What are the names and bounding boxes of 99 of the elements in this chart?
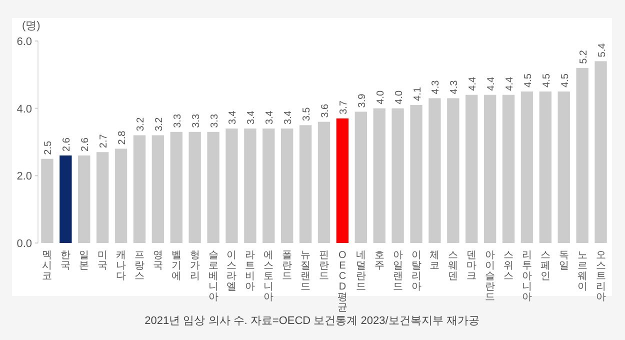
data-label: 4.5 xyxy=(522,73,534,88)
x-tick-label: 리투아니아 xyxy=(522,250,532,303)
x-tick-label: 폴란드 xyxy=(282,250,292,282)
data-label: 3.4 xyxy=(228,110,239,125)
data-label: 2.6 xyxy=(80,137,92,152)
x-tick-label: 이스라엘 xyxy=(226,250,237,292)
data-label: 2.5 xyxy=(43,140,54,155)
data-label: 2.7 xyxy=(98,134,110,148)
data-label: 4.3 xyxy=(430,80,442,94)
x-tick-label: 스웨덴 xyxy=(448,250,458,282)
bar xyxy=(520,92,534,243)
bar xyxy=(594,61,607,243)
bar xyxy=(336,118,349,243)
data-label: 4.0 xyxy=(375,90,386,104)
bar xyxy=(133,135,146,243)
data-label: 4.5 xyxy=(560,73,571,88)
data-label: 3.5 xyxy=(302,106,313,122)
bar xyxy=(558,92,570,243)
x-tick-label: 아이슬란드 xyxy=(485,250,496,303)
x-tick-label: 체코 xyxy=(430,250,440,272)
bar xyxy=(576,68,588,243)
data-label: 3.3 xyxy=(172,114,184,128)
x-tick-label: OECD평균 xyxy=(337,250,348,314)
bar xyxy=(318,122,330,243)
x-tick-label: 스위스 xyxy=(504,250,514,282)
bar xyxy=(354,112,367,243)
x-tick-label: 아일랜드 xyxy=(392,250,403,292)
x-tick-label: 멕시코 xyxy=(42,250,52,282)
x-tick-label: 에스토니아 xyxy=(264,250,274,303)
x-tick-label: 영국 xyxy=(152,250,163,272)
data-label: 3.9 xyxy=(356,93,368,108)
x-tick-label: 노르웨이 xyxy=(577,250,588,292)
data-label: 2.8 xyxy=(117,130,128,145)
data-label: 3.3 xyxy=(209,114,220,128)
data-label: 3.4 xyxy=(246,110,258,125)
bar xyxy=(170,132,182,243)
data-label: 3.3 xyxy=(190,114,202,128)
data-label: 3.2 xyxy=(135,116,146,132)
x-tick-label: 네덜란드 xyxy=(356,250,366,292)
x-tick-label: 뉴질랜드 xyxy=(300,250,311,292)
bar xyxy=(502,94,515,243)
bar xyxy=(207,132,220,243)
x-tick-label: 라트비아 xyxy=(245,250,256,292)
bar xyxy=(281,128,294,243)
bar xyxy=(484,94,496,243)
bar xyxy=(299,125,312,243)
x-tick-label: 슬로베니아 xyxy=(208,250,218,303)
y-tick-label: 6.0 xyxy=(16,36,32,48)
x-tick-label: 독일 xyxy=(558,250,569,272)
data-label: 4.4 xyxy=(486,76,498,91)
data-label: 3.4 xyxy=(264,110,276,125)
bar xyxy=(373,108,386,243)
x-tick-label: 미국 xyxy=(98,250,108,272)
bar xyxy=(410,104,422,243)
bar xyxy=(226,128,238,243)
data-label: 4.5 xyxy=(541,73,552,88)
bar xyxy=(447,98,460,243)
data-label: 2.6 xyxy=(62,137,73,152)
bar xyxy=(262,128,275,243)
bar xyxy=(539,92,552,243)
y-tick-label: 0.0 xyxy=(16,238,32,250)
data-label: 4.0 xyxy=(394,90,405,104)
bar xyxy=(188,132,201,243)
data-label: 4.4 xyxy=(468,76,479,91)
bar xyxy=(428,98,441,243)
x-tick-label: 핀란드 xyxy=(319,250,329,282)
bar xyxy=(152,135,164,243)
y-tick-label: 2.0 xyxy=(16,170,32,183)
x-tick-label: 덴마크 xyxy=(466,250,477,282)
x-tick-label: 이탈리아 xyxy=(411,250,422,292)
data-label: 3.7 xyxy=(338,100,350,114)
data-label: 5.2 xyxy=(578,50,590,64)
data-label: 4.3 xyxy=(449,80,460,94)
x-tick-label: 프랑스 xyxy=(134,250,144,282)
bar xyxy=(392,108,404,243)
bar xyxy=(60,155,72,243)
data-label: 5.4 xyxy=(596,42,608,58)
y-axis-title: (명) xyxy=(22,20,40,32)
data-label: 3.6 xyxy=(320,103,331,118)
data-label: 3.4 xyxy=(283,110,294,125)
bar xyxy=(41,158,54,243)
text: 2021년 임상 의사 수. 자료=OECD 보건통계 2023/보건복지부 재가공 xyxy=(144,315,480,327)
x-tick-label: 캐나다 xyxy=(116,250,126,282)
bar xyxy=(244,128,256,243)
x-tick-label: 벨기에 xyxy=(171,250,182,282)
x-tick-label: 호주 xyxy=(374,250,384,272)
x-tick-label: 스페인 xyxy=(540,250,550,282)
data-label: 4.4 xyxy=(504,76,516,91)
x-tick-label: 한국 xyxy=(60,250,71,272)
bar xyxy=(466,94,478,243)
bar xyxy=(114,148,128,243)
x-tick-label: 오스트리아 xyxy=(596,250,606,303)
data-label: 3.2 xyxy=(154,116,165,132)
y-tick-label: 4.0 xyxy=(16,103,32,116)
bar xyxy=(78,155,90,243)
data-label: 4.1 xyxy=(412,86,424,101)
bar xyxy=(96,152,109,243)
x-tick-label: 헝가리 xyxy=(190,250,200,282)
x-tick-label: 일본 xyxy=(79,250,90,272)
